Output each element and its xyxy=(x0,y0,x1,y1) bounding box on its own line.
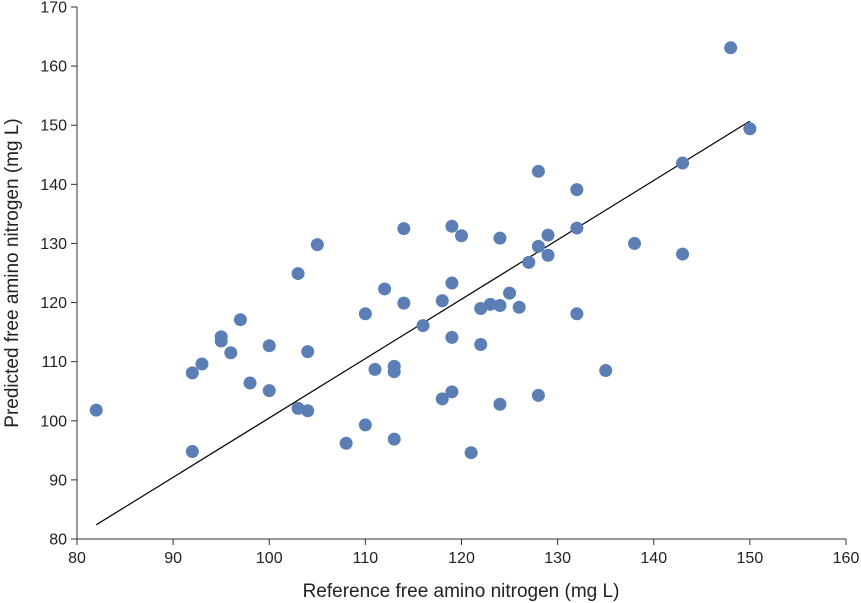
data-point xyxy=(531,164,545,178)
data-point xyxy=(89,403,103,417)
data-point xyxy=(378,282,392,296)
x-tick-label: 150 xyxy=(737,550,764,567)
y-axis-title: Predicted free amino nitrogen (mg L) xyxy=(2,118,23,427)
y-tick-label: 150 xyxy=(40,118,67,135)
data-points xyxy=(89,41,757,460)
data-point xyxy=(483,297,497,311)
data-point xyxy=(743,122,757,136)
data-point xyxy=(512,300,526,314)
data-point xyxy=(570,221,584,235)
data-point xyxy=(445,276,459,290)
x-tick-label: 100 xyxy=(256,550,283,567)
x-tick-label: 140 xyxy=(640,550,667,567)
y-tick-label: 80 xyxy=(49,532,67,549)
data-point xyxy=(397,222,411,236)
data-point xyxy=(435,294,449,308)
data-point xyxy=(522,255,536,269)
data-point xyxy=(493,397,507,411)
x-tick-label: 110 xyxy=(353,550,379,567)
data-point xyxy=(628,236,642,250)
data-point xyxy=(185,366,199,380)
data-point xyxy=(387,432,401,446)
x-tick-label: 120 xyxy=(448,550,475,567)
data-point xyxy=(493,299,507,313)
data-point xyxy=(233,313,247,327)
y-tick-label: 170 xyxy=(40,0,67,17)
x-tick-label: 130 xyxy=(544,550,571,567)
data-point xyxy=(455,229,468,243)
y-ticks: 80 90 100 110 120 130 140 150 160 170 xyxy=(40,0,77,549)
data-point xyxy=(301,404,315,418)
data-point xyxy=(291,267,305,281)
data-point xyxy=(262,384,276,398)
data-point xyxy=(541,228,555,242)
data-point xyxy=(214,334,228,348)
data-point xyxy=(493,231,507,245)
data-point xyxy=(310,238,324,252)
x-ticks: 80 90 100 110 120 130 140 150 160 xyxy=(68,539,859,567)
data-point xyxy=(416,319,430,333)
data-point xyxy=(262,339,276,353)
data-point xyxy=(387,365,401,379)
data-point xyxy=(435,392,449,406)
y-tick-label: 100 xyxy=(40,413,67,430)
x-tick-label: 90 xyxy=(164,550,182,567)
data-point xyxy=(397,296,411,310)
data-point xyxy=(301,345,315,359)
data-point xyxy=(570,183,584,197)
data-point xyxy=(445,330,459,344)
data-point xyxy=(531,388,545,402)
y-tick-label: 160 xyxy=(40,59,67,76)
axes xyxy=(76,7,846,540)
data-point xyxy=(464,446,478,460)
data-point xyxy=(358,418,372,432)
data-point xyxy=(676,247,690,261)
y-tick-label: 120 xyxy=(40,295,67,312)
data-point xyxy=(570,307,584,321)
data-point xyxy=(224,346,238,360)
x-tick-label: 80 xyxy=(68,550,86,567)
data-point xyxy=(599,364,613,378)
y-tick-label: 140 xyxy=(40,177,67,194)
data-point xyxy=(676,156,690,170)
data-point xyxy=(243,376,257,390)
y-tick-label: 90 xyxy=(49,472,67,489)
data-point xyxy=(531,239,545,253)
data-point xyxy=(445,219,459,233)
data-point xyxy=(358,307,372,321)
data-point xyxy=(474,338,488,352)
y-tick-label: 130 xyxy=(40,236,67,253)
data-point xyxy=(339,436,353,450)
data-point xyxy=(445,385,459,399)
data-point xyxy=(541,248,555,262)
data-point xyxy=(724,41,738,55)
x-tick-label: 160 xyxy=(833,550,860,567)
data-point xyxy=(195,357,209,371)
x-axis-title: Reference free amino nitrogen (mg L) xyxy=(303,581,620,602)
y-tick-label: 110 xyxy=(41,354,67,371)
data-point xyxy=(503,286,517,300)
data-point xyxy=(368,362,382,376)
data-point xyxy=(185,445,199,459)
